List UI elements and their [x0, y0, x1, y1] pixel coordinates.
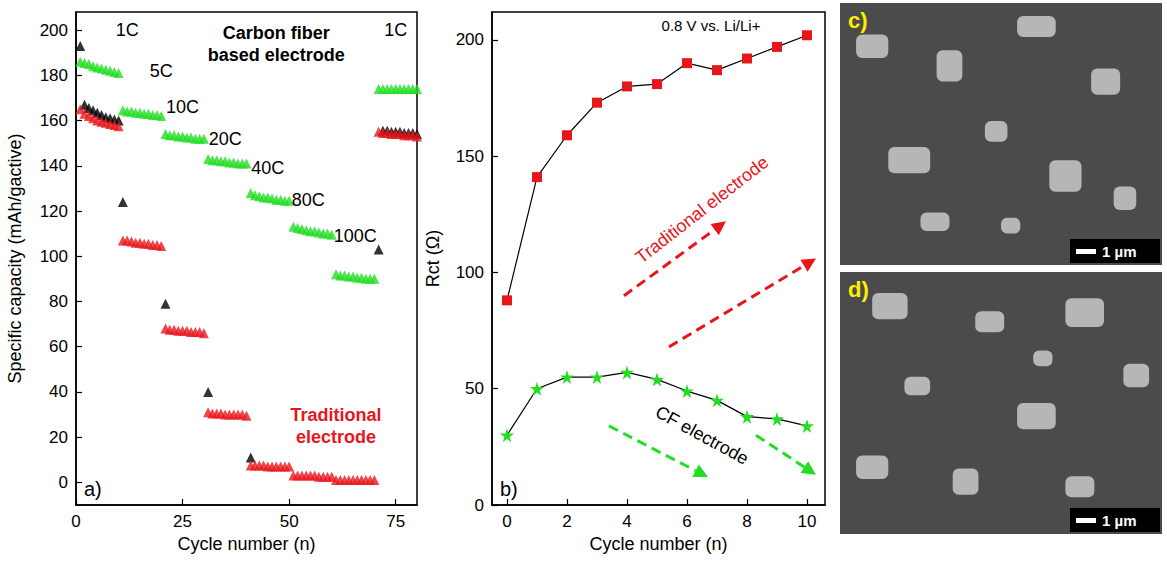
- svg-text:10: 10: [798, 512, 817, 531]
- svg-text:Specific capacity (mAh/gactive: Specific capacity (mAh/gactive): [5, 133, 25, 383]
- svg-text:50: 50: [465, 379, 484, 398]
- svg-text:100C: 100C: [334, 226, 377, 246]
- svg-text:80: 80: [49, 292, 68, 311]
- svg-text:25: 25: [173, 512, 192, 531]
- svg-text:200: 200: [40, 21, 68, 40]
- svg-text:Rct (Ω): Rct (Ω): [423, 230, 443, 287]
- svg-text:75: 75: [386, 512, 405, 531]
- svg-text:40C: 40C: [251, 158, 284, 178]
- svg-text:Carbon fiber: Carbon fiber: [223, 23, 330, 43]
- svg-text:b): b): [500, 478, 518, 500]
- svg-text:0: 0: [475, 496, 484, 515]
- svg-text:150: 150: [456, 147, 484, 166]
- svg-text:60: 60: [49, 337, 68, 356]
- svg-text:Traditional: Traditional: [291, 405, 382, 425]
- svg-text:0: 0: [502, 512, 511, 531]
- svg-text:20C: 20C: [209, 129, 242, 149]
- svg-text:electrode: electrode: [296, 427, 376, 447]
- svg-text:80C: 80C: [292, 190, 325, 210]
- svg-text:100: 100: [456, 263, 484, 282]
- svg-text:4: 4: [622, 512, 631, 531]
- svg-text:Cycle number (n): Cycle number (n): [589, 534, 727, 554]
- svg-text:50: 50: [280, 512, 299, 531]
- svg-text:8: 8: [742, 512, 751, 531]
- svg-text:6: 6: [682, 512, 691, 531]
- svg-text:1 µm: 1 µm: [1102, 512, 1137, 529]
- svg-text:200: 200: [456, 30, 484, 49]
- svg-text:100: 100: [40, 247, 68, 266]
- svg-text:180: 180: [40, 66, 68, 85]
- svg-text:1C: 1C: [116, 20, 139, 40]
- svg-text:160: 160: [40, 111, 68, 130]
- svg-text:0: 0: [71, 512, 80, 531]
- svg-text:a): a): [84, 478, 102, 500]
- svg-text:CF electrode: CF electrode: [652, 402, 752, 469]
- svg-text:Traditional electrode: Traditional electrode: [632, 152, 772, 267]
- svg-text:d): d): [848, 277, 869, 302]
- svg-text:120: 120: [40, 202, 68, 221]
- svg-text:1C: 1C: [384, 20, 407, 40]
- svg-text:140: 140: [40, 156, 68, 175]
- svg-text:20: 20: [49, 428, 68, 447]
- svg-text:5C: 5C: [150, 61, 173, 81]
- svg-text:0.8 V vs. Li/Li+: 0.8 V vs. Li/Li+: [662, 17, 761, 34]
- svg-text:c): c): [848, 8, 868, 33]
- svg-text:40: 40: [49, 382, 68, 401]
- svg-text:2: 2: [562, 512, 571, 531]
- svg-text:10C: 10C: [166, 97, 199, 117]
- svg-text:Cycle number (n): Cycle number (n): [177, 534, 315, 554]
- svg-text:1 µm: 1 µm: [1102, 243, 1137, 260]
- svg-text:0: 0: [59, 473, 68, 492]
- svg-text:based electrode: based electrode: [208, 45, 345, 65]
